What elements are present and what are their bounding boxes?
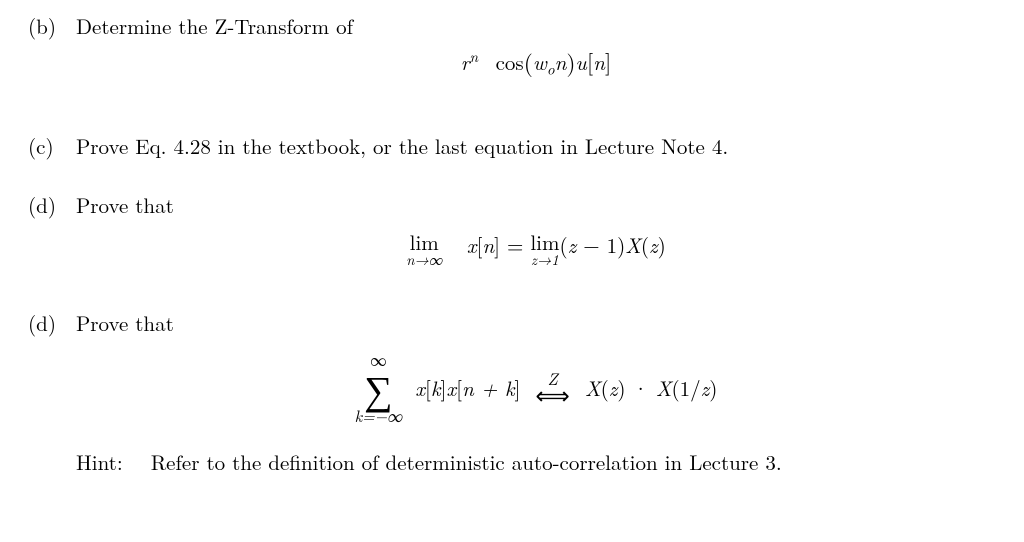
eq-d2-1z-1: 1/ bbox=[680, 373, 701, 403]
hint-label: Hint: bbox=[76, 447, 123, 477]
eq-b-w: w bbox=[533, 47, 547, 77]
hint-text: Refer to the definition of deterministic… bbox=[151, 447, 782, 477]
eq-d2-rb2: ] bbox=[515, 373, 521, 403]
part-d2-content: Prove that ∞ ∑ k=−∞ x[k]x[n + k] Z ⟺ X(z… bbox=[76, 309, 996, 438]
eq-b-n-exp: n bbox=[470, 46, 479, 67]
eq-d2-dot: · bbox=[626, 373, 656, 403]
eq-b-r: r bbox=[461, 47, 470, 77]
part-b: (b) Determine the Z-Transform of rn cos(… bbox=[28, 12, 996, 94]
part-d1: (d) Prove that lim n→∞ x[n] = lim z→1 (z… bbox=[28, 191, 996, 282]
part-d1-content: Prove that lim n→∞ x[n] = lim z→1 (z − 1… bbox=[76, 191, 996, 282]
eq-d2-1z-z: z bbox=[701, 373, 710, 403]
page: (b) Determine the Z-Transform of rn cos(… bbox=[0, 0, 1024, 489]
eq-d1-eq: = bbox=[507, 230, 530, 260]
eq-d2-rhs: X(z) · X(1/z) bbox=[585, 374, 717, 402]
eq-d1-gap1 bbox=[449, 230, 460, 260]
eq-d2-lp1: ( bbox=[601, 373, 609, 403]
eq-d1-rhs-z2: z bbox=[649, 230, 658, 260]
eq-d1-rhs-rp2: ) bbox=[658, 230, 666, 260]
eq-d2-x1: x bbox=[415, 373, 425, 403]
eq-d1-rhs-X: X bbox=[625, 230, 641, 260]
eq-b-o: o bbox=[547, 59, 555, 80]
eq-d2-X1: X bbox=[585, 373, 601, 403]
eq-d2-arrow: ⟺ bbox=[535, 385, 570, 406]
eq-d1-n: n bbox=[482, 230, 494, 260]
part-b-content: Determine the Z-Transform of rn cos(won)… bbox=[76, 12, 996, 94]
eq-d1-rhs-m1: − 1) bbox=[576, 230, 625, 260]
eq-d2-lhs: x[k]x[n + k] bbox=[415, 374, 520, 402]
eq-b-space bbox=[485, 47, 496, 77]
eq-d1-lim-rhs: lim z→1 bbox=[530, 232, 559, 268]
eq-d2-sum-sym: ∑ bbox=[355, 368, 403, 408]
eq-d1-rhs-z: z bbox=[568, 230, 577, 260]
eq-b-cos: cos bbox=[496, 47, 524, 77]
part-b-label: (b) bbox=[28, 12, 76, 40]
part-c-label: (c) bbox=[28, 132, 76, 160]
eq-d2-sum: ∞ ∑ k=−∞ bbox=[355, 352, 403, 425]
part-d2-text: Prove that bbox=[76, 308, 174, 338]
eq-d2-rp1: ) bbox=[617, 373, 625, 403]
part-c: (c) Prove Eq. 4.28 in the textbook, or t… bbox=[28, 132, 996, 160]
eq-b-lparen: ( bbox=[524, 44, 533, 78]
eq-d2-sum-bot: k=−∞ bbox=[355, 408, 403, 424]
part-c-text: Prove Eq. 4.28 in the textbook, or the l… bbox=[76, 131, 728, 161]
part-d2: (d) Prove that ∞ ∑ k=−∞ x[k]x[n + k] Z ⟺… bbox=[28, 309, 996, 438]
eq-d1-lim-rhs-bot: z→1 bbox=[531, 249, 559, 270]
part-d2-equation: ∞ ∑ k=−∞ x[k]x[n + k] Z ⟺ X(z) · X(1/z) bbox=[76, 352, 996, 425]
eq-d2-nk: n + k bbox=[462, 373, 515, 403]
hint-gap bbox=[130, 447, 151, 477]
part-d1-label: (d) bbox=[28, 191, 76, 219]
part-d1-equation: lim n→∞ x[n] = lim z→1 (z − 1)X(z) bbox=[76, 231, 996, 267]
spacer-d1 bbox=[28, 291, 996, 309]
eq-d2-k: k bbox=[431, 373, 441, 403]
part-b-text: Determine the Z-Transform of bbox=[76, 11, 353, 41]
part-b-equation: rn cos(won)u[n] bbox=[76, 46, 996, 80]
eq-d1-lim-lhs: lim n→∞ bbox=[406, 232, 442, 268]
eq-d2-rp2: ) bbox=[709, 373, 717, 403]
part-c-content: Prove Eq. 4.28 in the textbook, or the l… bbox=[76, 132, 996, 160]
spacer-c bbox=[28, 171, 996, 191]
eq-d1-rhs-lp2: ( bbox=[641, 230, 649, 260]
eq-d2-lp2: ( bbox=[671, 373, 679, 403]
eq-d1-x: x bbox=[467, 230, 477, 260]
eq-d2-zarrow: Z ⟺ bbox=[535, 371, 570, 406]
eq-d1-rhs-lp: ( bbox=[559, 230, 567, 260]
eq-b-u: u bbox=[576, 47, 587, 77]
eq-d1-lim-lhs-bot: n→∞ bbox=[406, 249, 442, 270]
spacer-b bbox=[28, 104, 996, 132]
eq-b-rparen: ) bbox=[566, 44, 575, 78]
part-d2-hint: Hint: Refer to the definition of determi… bbox=[76, 448, 996, 476]
eq-d2-X2: X bbox=[656, 373, 672, 403]
eq-b-rbrack: ] bbox=[605, 44, 611, 77]
part-d1-text: Prove that bbox=[76, 190, 174, 220]
eq-b-n3: n bbox=[593, 47, 605, 77]
eq-d2-x2: x bbox=[446, 373, 456, 403]
eq-b-n2: n bbox=[555, 47, 567, 77]
part-d2-label: (d) bbox=[28, 309, 76, 337]
eq-d1-rbrack: ] bbox=[494, 230, 500, 260]
